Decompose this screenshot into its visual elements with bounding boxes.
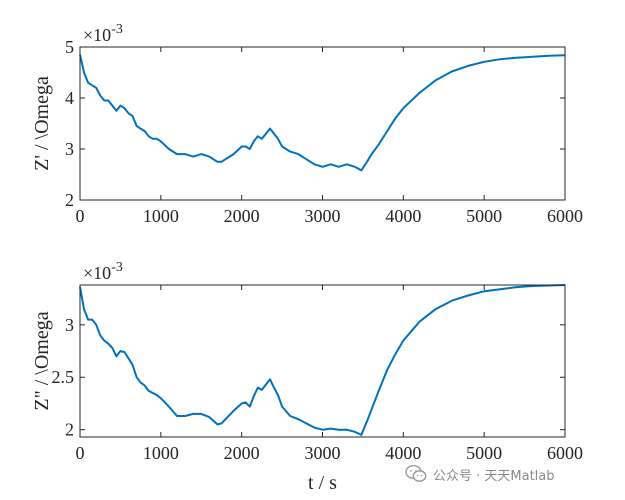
x-tick-label: 3000	[305, 443, 341, 463]
y-tick-label: 4	[65, 88, 74, 108]
watermark: 公众号 · 天天Matlab	[405, 462, 555, 486]
wechat-icon	[405, 464, 427, 482]
watermark-text: 公众号 · 天天Matlab	[433, 468, 555, 484]
x-tick-label: 4000	[385, 443, 421, 463]
x-tick-label: 0	[76, 206, 85, 226]
x-tick-label: 0	[76, 443, 85, 463]
x-tick-label: 1000	[143, 443, 179, 463]
y-exponent-label: ×10-3	[83, 260, 123, 283]
y-tick-label: 2	[65, 190, 74, 210]
series-line-0	[79, 54, 566, 172]
y-axis-label: Z' / \Omega	[31, 76, 53, 171]
axes-box-1	[79, 284, 566, 438]
x-tick-label: 1000	[143, 206, 179, 226]
x-axis-label: t / s	[308, 472, 337, 494]
y-axis-label: Z" / \Omega	[31, 311, 53, 410]
x-tick-label: 5000	[466, 443, 502, 463]
x-tick-label: 2000	[224, 443, 260, 463]
x-tick-label: 3000	[305, 206, 341, 226]
bottom-axes: 0 1000 2000 3000 4000 5000 6000 2 2.5 3 ×10-3 Z" / …	[31, 260, 583, 494]
y-tick-label: 2.5	[52, 367, 75, 387]
x-tick-label: 5000	[466, 206, 502, 226]
y-tick-label: 5	[65, 37, 74, 57]
x-tick-label: 4000	[385, 206, 421, 226]
series-line-1	[79, 284, 566, 436]
y-tick-label: 2	[65, 420, 74, 440]
x-tick-label: 6000	[547, 443, 583, 463]
top-axes: 0 1000 2000 3000 4000 5000 6000 2 3 4 5 ×10-3 Z' / \…	[31, 22, 583, 226]
axes-box-0	[79, 46, 566, 201]
x-tick-label: 6000	[547, 206, 583, 226]
y-tick-label: 3	[65, 139, 74, 159]
x-tick-label: 2000	[224, 206, 260, 226]
y-tick-label: 3	[65, 315, 74, 335]
y-exponent-label: ×10-3	[83, 22, 123, 45]
